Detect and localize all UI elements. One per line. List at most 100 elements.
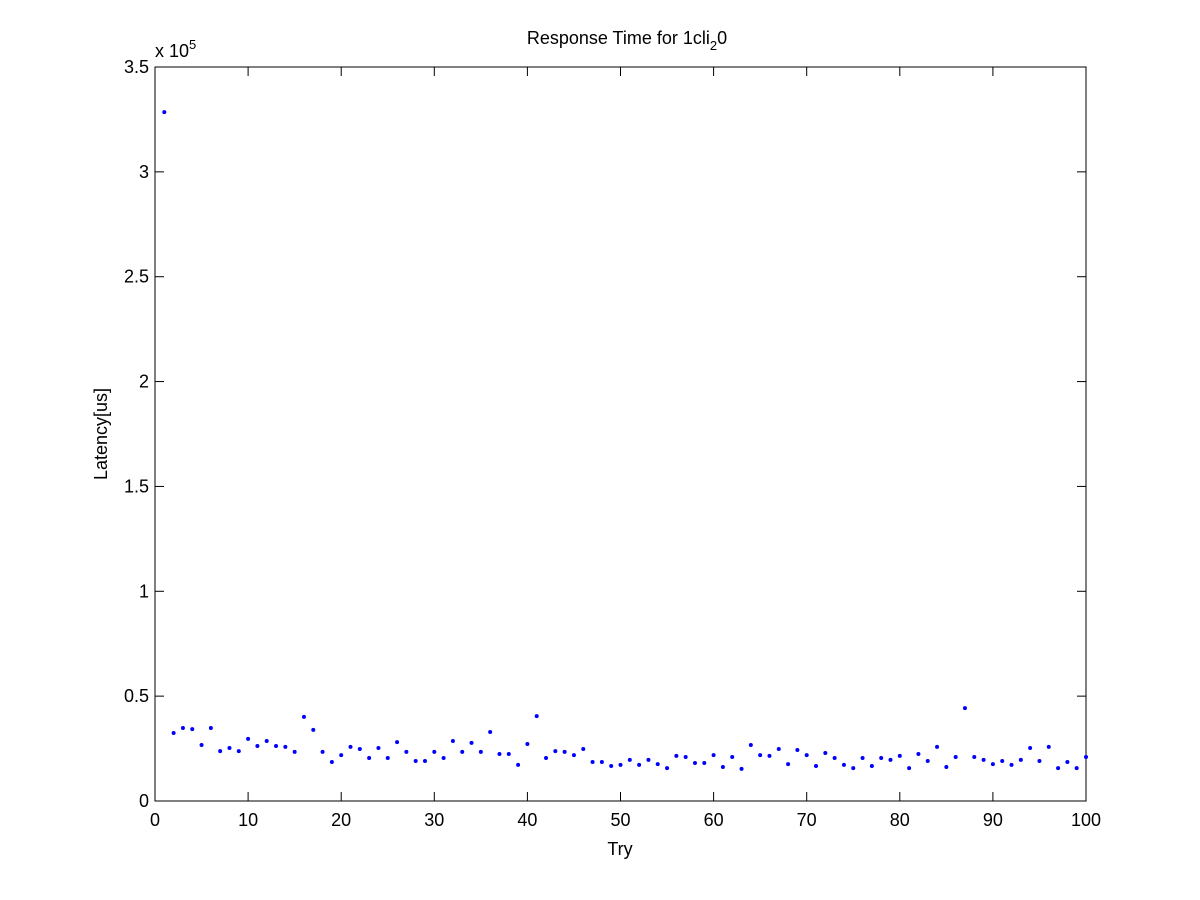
y-multiplier: x 105: [155, 37, 196, 61]
plot-area: [154, 66, 1087, 802]
data-point: [246, 736, 251, 741]
data-point: [609, 763, 614, 768]
data-point: [1074, 766, 1079, 771]
x-tick-label: 50: [610, 810, 630, 830]
x-tick-label: 90: [983, 810, 1003, 830]
data-point: [860, 756, 865, 761]
data-point: [888, 757, 893, 762]
data-point: [460, 749, 465, 754]
data-point: [981, 757, 986, 762]
data-point: [665, 766, 670, 771]
multiplier-base: x 10: [155, 41, 189, 61]
x-tick-label: 30: [424, 810, 444, 830]
data-point: [832, 756, 837, 761]
data-point: [376, 745, 381, 750]
data-point: [292, 749, 297, 754]
data-point: [841, 762, 846, 767]
data-point: [990, 762, 995, 767]
data-point: [544, 756, 549, 761]
data-point: [683, 754, 688, 759]
data-point: [385, 756, 390, 761]
data-point: [730, 754, 735, 759]
data-point: [786, 762, 791, 767]
x-axis-label: Try: [607, 839, 632, 859]
data-point: [422, 758, 427, 763]
data-point: [450, 739, 455, 744]
data-point: [348, 744, 353, 749]
x-tick-label: 60: [704, 810, 724, 830]
data-point: [441, 756, 446, 761]
data-point: [264, 739, 269, 744]
data-point: [637, 762, 642, 767]
data-point: [413, 758, 418, 763]
title-subscript: 2: [710, 38, 717, 53]
x-tick-label: 80: [890, 810, 910, 830]
data-point: [357, 746, 362, 751]
data-point: [218, 749, 223, 754]
data-point: [227, 745, 232, 750]
data-point: [1037, 758, 1042, 763]
y-tick-label: 1: [139, 581, 149, 601]
data-point: [953, 754, 958, 759]
data-point: [190, 727, 195, 732]
data-point: [674, 753, 679, 758]
data-point: [879, 756, 884, 761]
data-point: [655, 762, 660, 767]
data-point: [944, 765, 949, 770]
title-text: Response Time for 1cli: [527, 28, 710, 48]
data-point: [320, 749, 325, 754]
data-point: [1028, 745, 1033, 750]
data-point: [711, 753, 716, 758]
data-point: [497, 752, 502, 757]
data-point: [916, 752, 921, 757]
data-point: [897, 753, 902, 758]
y-tick-label: 3: [139, 162, 149, 182]
data-point: [972, 754, 977, 759]
data-point: [758, 753, 763, 758]
data-point: [236, 749, 241, 754]
data-point: [525, 741, 530, 746]
data-point: [962, 706, 967, 711]
data-point: [1065, 759, 1070, 764]
data-point: [562, 749, 567, 754]
title-suffix: 0: [717, 28, 727, 48]
data-point: [283, 744, 288, 749]
data-point: [823, 750, 828, 755]
data-point: [469, 740, 474, 745]
data-point: [553, 749, 558, 754]
y-axis-label: Latency[us]: [91, 388, 111, 480]
data-point: [506, 752, 511, 757]
data-point: [1009, 762, 1014, 767]
x-tick-label: 0: [150, 810, 160, 830]
data-point: [162, 110, 167, 115]
data-point: [180, 726, 185, 731]
data-point: [767, 753, 772, 758]
x-tick-label: 40: [517, 810, 537, 830]
data-point: [692, 761, 697, 766]
data-point: [720, 765, 725, 770]
y-tick-label: 0.5: [124, 686, 149, 706]
data-point: [339, 753, 344, 758]
data-point: [1046, 744, 1051, 749]
data-point: [171, 731, 176, 736]
data-point: [1084, 754, 1088, 759]
data-point: [301, 714, 306, 719]
data-point: [814, 763, 819, 768]
y-tick-label: 2: [139, 372, 149, 392]
data-point: [488, 730, 493, 735]
data-point: [516, 762, 521, 767]
data-point: [869, 763, 874, 768]
data-point: [534, 714, 539, 719]
data-point: [255, 744, 260, 749]
data-point: [935, 744, 940, 749]
data-point: [571, 753, 576, 758]
data-point: [208, 726, 213, 731]
data-point: [907, 766, 912, 771]
data-point: [367, 756, 372, 761]
data-point: [404, 749, 409, 754]
data-point: [590, 759, 595, 764]
data-point: [851, 766, 856, 771]
data-point: [627, 757, 632, 762]
data-point: [739, 766, 744, 771]
